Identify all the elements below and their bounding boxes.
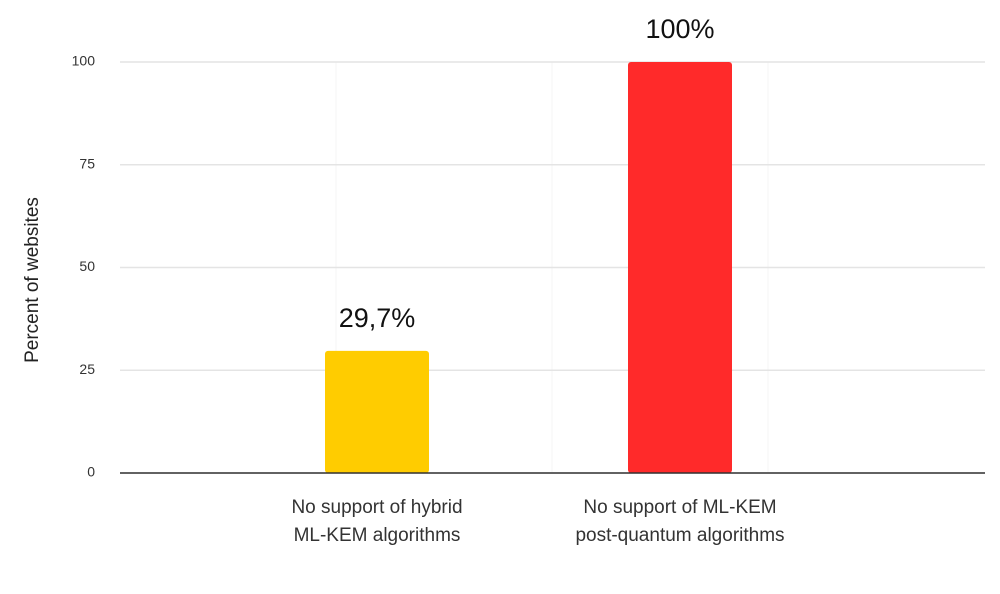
- bar: [628, 62, 732, 473]
- y-tick-label: 75: [79, 155, 95, 171]
- y-tick-label: 0: [87, 464, 95, 480]
- value-label: 100%: [645, 14, 714, 44]
- y-axis-title: Percent of websites: [22, 197, 43, 363]
- x-tick-label: post-quantum algorithms: [575, 525, 784, 546]
- y-tick-label: 25: [79, 361, 95, 377]
- value-label: 29,7%: [339, 303, 416, 333]
- y-tick-label: 50: [79, 258, 95, 274]
- y-tick-label: 100: [72, 53, 96, 69]
- bar: [325, 350, 429, 473]
- x-tick-label: No support of ML-KEM: [583, 497, 776, 518]
- x-tick-label: ML-KEM algorithms: [294, 525, 461, 546]
- x-tick-label: No support of hybrid: [291, 497, 462, 518]
